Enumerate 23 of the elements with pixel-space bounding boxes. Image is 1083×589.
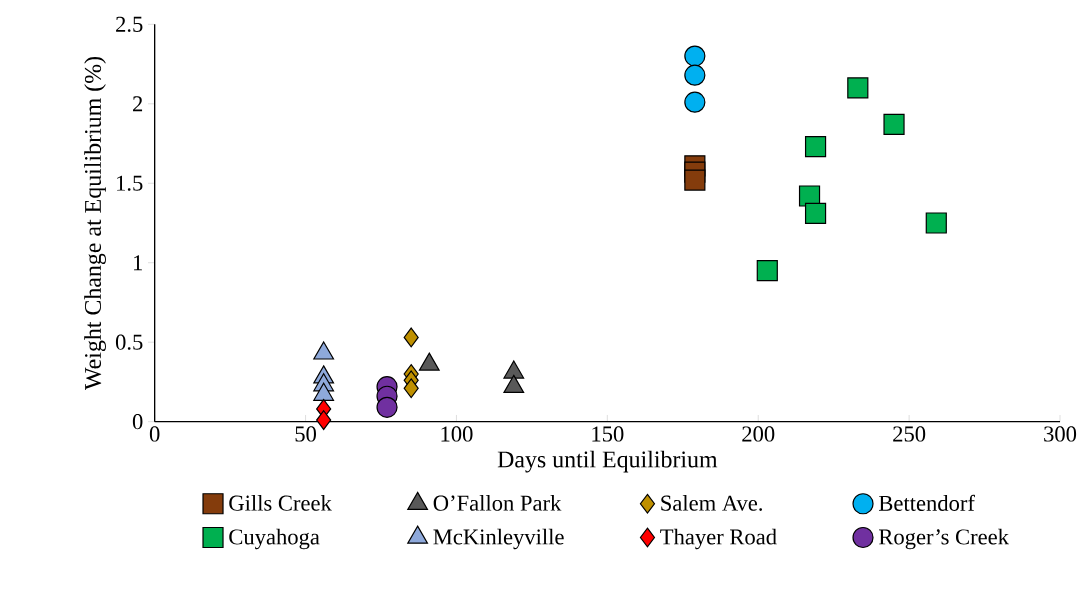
y-tick-label: 1.5 bbox=[117, 175, 143, 191]
legend-label: Roger’s Creek bbox=[878, 528, 1009, 550]
y-axis-title: Weight Change at Equilibrium (%) bbox=[84, 56, 106, 391]
y-tick-label: 2.5 bbox=[116, 16, 143, 32]
y-tick-label: 2 bbox=[133, 96, 143, 112]
legend-label: Cuyahoga bbox=[229, 528, 320, 550]
x-axis-title: Days until Equilibrium bbox=[497, 450, 718, 473]
legend-label: O’Fallon Park bbox=[433, 494, 562, 511]
x-tick-label: 100 bbox=[441, 426, 473, 442]
x-tick-label: 50 bbox=[295, 426, 316, 442]
x-tick-label: 250 bbox=[893, 426, 926, 442]
legend-label: Gills Creek bbox=[229, 494, 332, 511]
y-tick-label: 0 bbox=[132, 414, 143, 430]
legend-label: Thayer Road bbox=[660, 528, 777, 550]
x-tick-label: 0 bbox=[149, 426, 160, 442]
x-tick-label: 150 bbox=[592, 426, 624, 442]
y-tick-label: 1 bbox=[134, 255, 142, 271]
legend-label: Salem Ave. bbox=[661, 494, 762, 511]
y-tick-label: 0.5 bbox=[115, 334, 143, 350]
legend-label: McKinleyville bbox=[433, 528, 564, 550]
legend-label: Bettendorf bbox=[878, 494, 975, 511]
x-tick-label: 200 bbox=[742, 426, 775, 442]
x-tick-label: 300 bbox=[1044, 426, 1077, 442]
